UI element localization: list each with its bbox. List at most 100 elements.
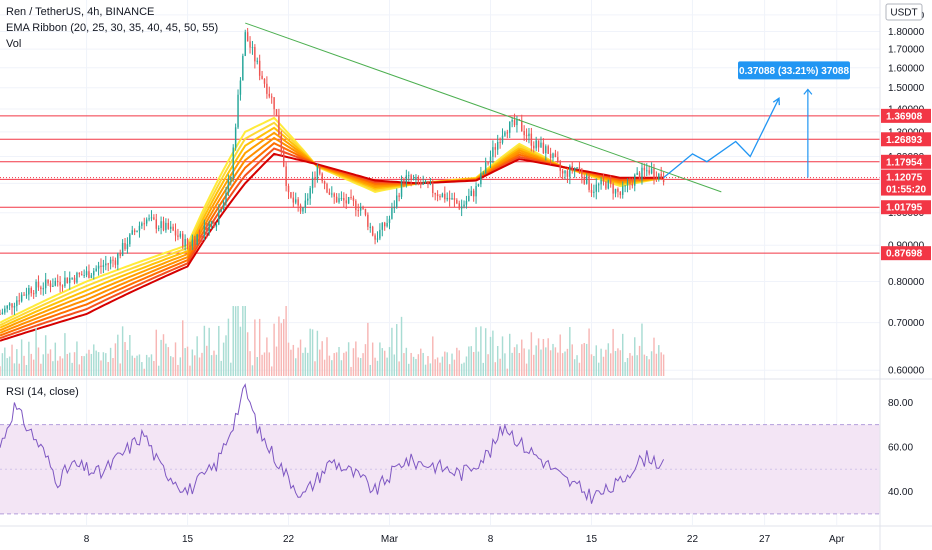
countdown-label: 01:55:20 bbox=[886, 185, 926, 196]
volume-bar bbox=[97, 352, 100, 376]
volume-bar bbox=[396, 324, 398, 376]
candle-body bbox=[153, 217, 155, 220]
volume-bar bbox=[432, 336, 434, 376]
volume-bar bbox=[557, 352, 559, 376]
candle-body bbox=[297, 199, 299, 206]
volume-bar bbox=[275, 346, 278, 376]
candle-body bbox=[105, 263, 107, 266]
candle-body bbox=[609, 180, 612, 184]
candle-body bbox=[626, 182, 629, 186]
volume-bar bbox=[379, 342, 381, 376]
candle-body bbox=[583, 176, 585, 184]
projection-arrowhead bbox=[772, 96, 780, 106]
candle-body bbox=[607, 180, 610, 189]
candle-body bbox=[8, 303, 11, 306]
volume-bar bbox=[44, 335, 47, 376]
candle-body bbox=[552, 153, 554, 159]
volume-bar bbox=[254, 319, 256, 376]
candle-body bbox=[307, 198, 309, 201]
measure-arrowhead bbox=[803, 88, 813, 95]
volume-bar bbox=[444, 351, 446, 376]
volume-bar bbox=[636, 355, 638, 376]
volume-bar bbox=[148, 357, 150, 376]
volume-bar bbox=[157, 365, 160, 376]
candle-body bbox=[162, 221, 165, 231]
candle-body bbox=[357, 210, 359, 212]
candle-body bbox=[25, 294, 28, 296]
drawing-tools[interactable]: 0.37088 (33.21%) 37088 bbox=[245, 22, 850, 193]
volume-bar bbox=[573, 359, 576, 376]
volume-bar bbox=[648, 359, 650, 376]
candle-body bbox=[573, 168, 576, 171]
volume-bar bbox=[542, 338, 545, 376]
candle-body bbox=[109, 259, 112, 264]
volume-bar bbox=[54, 342, 57, 376]
candle-body bbox=[595, 184, 598, 192]
candle-body bbox=[646, 170, 648, 172]
volume-bar bbox=[232, 306, 234, 376]
volume-title[interactable]: Vol bbox=[6, 38, 22, 50]
candle-body bbox=[100, 265, 102, 267]
candle-body bbox=[619, 191, 622, 195]
volume-bar bbox=[292, 344, 295, 376]
volume-bar bbox=[549, 350, 552, 376]
candle-body bbox=[40, 287, 42, 289]
volume-bar bbox=[150, 354, 153, 376]
horizontal-levels[interactable] bbox=[0, 115, 880, 254]
volume-bar bbox=[119, 363, 121, 376]
volume-bar bbox=[179, 357, 182, 376]
volume-bar bbox=[109, 347, 112, 376]
symbol-title[interactable]: Ren / TetherUS, 4h, BINANCE bbox=[6, 6, 155, 18]
candle-body bbox=[182, 233, 184, 247]
volume-bar bbox=[184, 348, 186, 376]
volume-bar bbox=[343, 352, 345, 376]
candle-body bbox=[345, 200, 347, 204]
indicator-title[interactable]: EMA Ribbon (20, 25, 30, 35, 40, 45, 50, … bbox=[6, 22, 219, 34]
volume-bar bbox=[535, 345, 537, 376]
volume-bar bbox=[13, 363, 16, 376]
volume-bar bbox=[81, 356, 83, 376]
candle-body bbox=[393, 207, 396, 209]
volume-bar bbox=[475, 327, 477, 376]
price-tick-label: 0.80000 bbox=[888, 277, 925, 288]
candle-body bbox=[446, 197, 448, 200]
candle-body bbox=[237, 94, 239, 128]
time-tick-label: 15 bbox=[182, 534, 194, 545]
candle-body bbox=[292, 197, 295, 203]
candle-body bbox=[174, 230, 177, 236]
rsi-title[interactable]: RSI (14, close) bbox=[6, 386, 79, 398]
candle-body bbox=[364, 208, 367, 215]
candle-body bbox=[254, 47, 256, 62]
candle-body bbox=[631, 183, 634, 186]
volume-bar bbox=[369, 364, 371, 376]
candle-body bbox=[593, 191, 595, 193]
candle-body bbox=[634, 174, 636, 186]
volume-bar bbox=[381, 348, 384, 376]
volume-bar bbox=[49, 349, 52, 376]
candle-body bbox=[81, 274, 83, 276]
volume-bar bbox=[518, 353, 521, 376]
volume-bar bbox=[595, 345, 598, 376]
volume-bar bbox=[650, 351, 653, 376]
volume-bar bbox=[655, 353, 658, 376]
candle-body bbox=[487, 162, 489, 164]
candle-body bbox=[451, 198, 453, 200]
candle-body bbox=[157, 228, 160, 230]
ema-ribbon bbox=[0, 116, 664, 342]
volume-bar bbox=[186, 346, 189, 376]
volume-bar bbox=[386, 357, 388, 376]
volume-bar bbox=[653, 337, 655, 376]
candle-body bbox=[191, 239, 194, 247]
volume-bar bbox=[59, 356, 61, 376]
volume-bar bbox=[451, 353, 453, 376]
candle-body bbox=[227, 179, 230, 194]
candle-body bbox=[420, 181, 422, 185]
candle-body bbox=[73, 277, 76, 283]
volume-bar bbox=[605, 349, 607, 376]
candle-body bbox=[124, 243, 126, 250]
volume-bar bbox=[521, 339, 523, 376]
candle-body bbox=[386, 222, 388, 227]
candle-body bbox=[388, 218, 391, 223]
volume-bar bbox=[85, 353, 88, 376]
